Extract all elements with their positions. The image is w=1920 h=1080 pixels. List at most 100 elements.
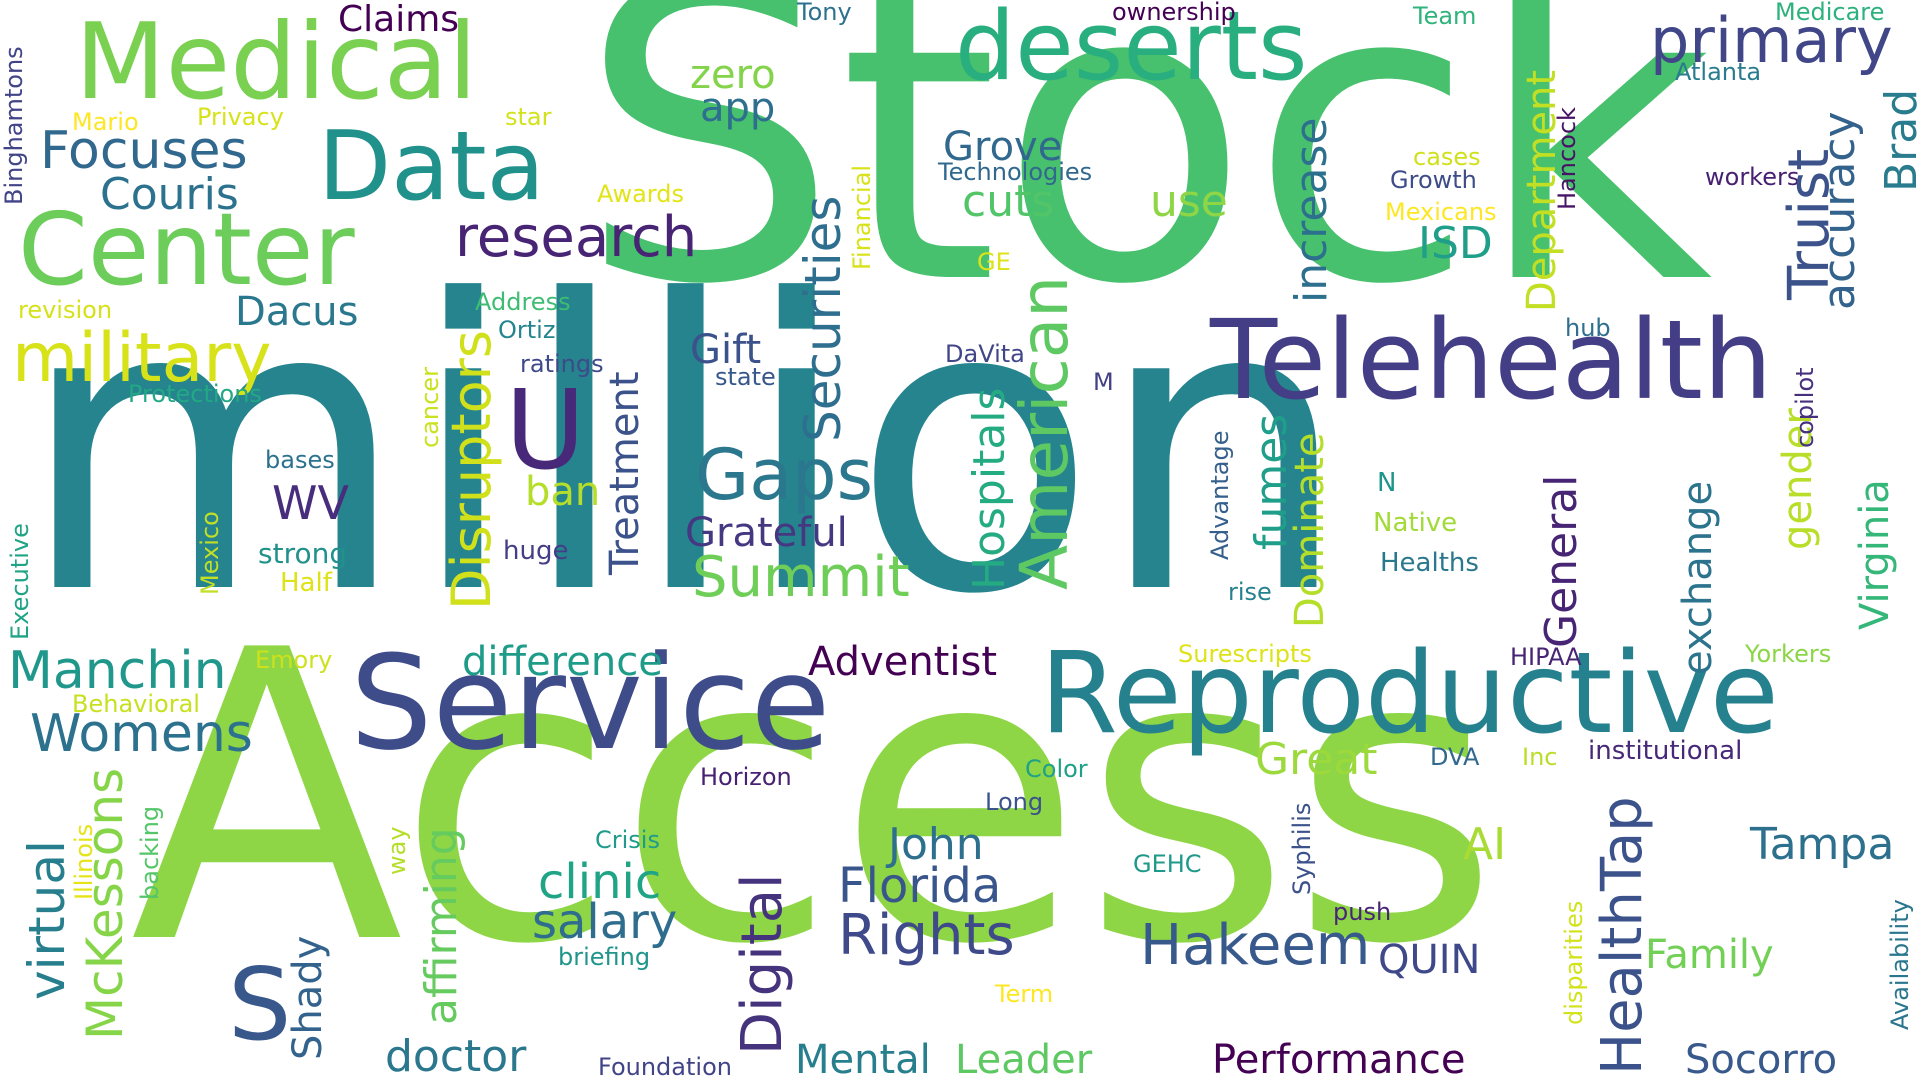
word-financial: Financial [850, 165, 874, 270]
word-research: research [455, 210, 697, 266]
word-surescripts: Surescripts [1178, 642, 1312, 666]
word-awards: Awards [597, 182, 684, 206]
word-exchange: exchange [1678, 481, 1718, 675]
word-term: Term [995, 982, 1053, 1006]
word-virginia: Virginia [1855, 479, 1895, 630]
word-inc: Inc [1522, 745, 1557, 769]
word-long: Long [985, 790, 1043, 814]
word-way: way [385, 826, 409, 875]
word-socorro: Socorro [1685, 1040, 1837, 1080]
word-institutional: institutional [1588, 738, 1742, 764]
word-star: star [505, 105, 552, 129]
word-cases: Technologies [938, 160, 1092, 184]
word-cancer: cancer [418, 367, 442, 448]
word-healthtap: HealthTap [1595, 796, 1651, 1075]
word-emory: Emory [255, 648, 332, 672]
word-telehealth: Telehealth [1210, 305, 1773, 415]
word-mckessons: McKessons [80, 768, 130, 1040]
word-american: American [1012, 276, 1078, 590]
word-copilot: M [1093, 370, 1114, 394]
word-backing: backing [138, 806, 162, 900]
word-disruptors: Disruptors [445, 330, 499, 610]
word-digital: Digital [735, 873, 791, 1055]
word-disparities: disparities [1562, 901, 1586, 1025]
word-briefing: briefing [558, 945, 650, 969]
word-adventist: Adventist [808, 642, 997, 682]
word-foundation: Foundation [598, 1055, 732, 1079]
word-huge: huge [503, 538, 568, 564]
word-native: N [1377, 470, 1396, 496]
word-brad: Brad [1880, 89, 1920, 192]
word-salary: salary [532, 898, 677, 946]
word-gaps: Gaps [695, 440, 873, 510]
word-ownership: Tony [797, 0, 852, 24]
word-rights: Rights [838, 908, 1015, 964]
word-securities: Securities [798, 196, 848, 442]
word-ortiz: Ortiz [498, 318, 555, 342]
word-hipaa: HIPAA [1510, 645, 1582, 669]
word-state: state [715, 365, 776, 389]
word-accuracy: accuracy [1818, 111, 1862, 310]
word-hospitals: Hospitals [968, 388, 1012, 590]
word-crisis: Crisis [595, 828, 660, 852]
word-team: ownership [1112, 0, 1236, 24]
word-summit: Summit [692, 550, 910, 606]
word-doctor: doctor [385, 1035, 526, 1079]
word-leader: Leader [955, 1040, 1092, 1080]
word-advantage: Advantage [1208, 431, 1232, 560]
word-grateful: Grateful [685, 513, 848, 553]
word-isd: ISD [1418, 222, 1493, 266]
word-performance: Performance [1212, 1040, 1465, 1080]
word-ban: ban [525, 472, 600, 512]
word-treatment: Treatment [605, 371, 645, 575]
word-use: use [1150, 180, 1228, 224]
word-privacy: Privacy [197, 105, 284, 129]
word-revision: revision [18, 298, 112, 322]
word-half: Half [280, 570, 332, 596]
word-s: S [228, 955, 291, 1055]
word-bases: bases [265, 448, 335, 472]
word-medicare: Team [1413, 4, 1476, 28]
word-fumes: fumes [1250, 414, 1294, 550]
word-general: General [1540, 475, 1584, 648]
word-strong: strong [258, 540, 347, 568]
word-illinois: Illinois [72, 824, 96, 900]
word-wv: WV [272, 480, 349, 526]
word-family: Family [1645, 935, 1774, 975]
word-mario: Mario [72, 110, 139, 134]
word-color: Color [1025, 757, 1088, 781]
word-claims: Claims [338, 2, 459, 38]
word-growth: cases [1413, 145, 1481, 169]
word-zero: zero [690, 55, 776, 95]
word-ai: AI [1463, 823, 1506, 867]
word-technologies: Hancock [1555, 107, 1579, 210]
word-increase: increase [1290, 118, 1334, 303]
word-shady: Shady [288, 936, 328, 1060]
word-yorkers: Yorkers [1745, 642, 1831, 666]
word-virtual: virtual [22, 840, 72, 1000]
word-difference: difference [462, 642, 663, 682]
word-cuts: cuts [962, 180, 1054, 224]
word-n: copilot [1793, 367, 1817, 448]
word-healths: Native [1373, 510, 1457, 536]
word-hancock: Atlanta [1675, 60, 1761, 84]
word-hakeem: Hakeem [1140, 918, 1370, 974]
word-great: Great [1255, 738, 1378, 782]
word-address: Address [475, 290, 571, 314]
word-horizon: Horizon [700, 765, 792, 789]
word-binghamtons: Binghamtons [2, 46, 26, 205]
word-source: Healths [1380, 550, 1479, 576]
word-tampa: Tampa [1750, 823, 1894, 867]
word-syphilis: Syphilis [1290, 803, 1314, 895]
word-quin: QUIN [1378, 940, 1480, 980]
word-rise: rise [1228, 580, 1272, 604]
word-dva: DVA [1430, 745, 1479, 769]
word-executive: Executive [8, 523, 32, 640]
word-data: Data [318, 120, 545, 215]
word-behavioral: Behavioral [72, 692, 200, 716]
word-ge: GE [977, 250, 1011, 274]
word-dacus: Dacus [235, 292, 359, 332]
word-reproductive: Reproductive [1040, 638, 1779, 750]
word-mexico: Mexico [198, 511, 222, 595]
